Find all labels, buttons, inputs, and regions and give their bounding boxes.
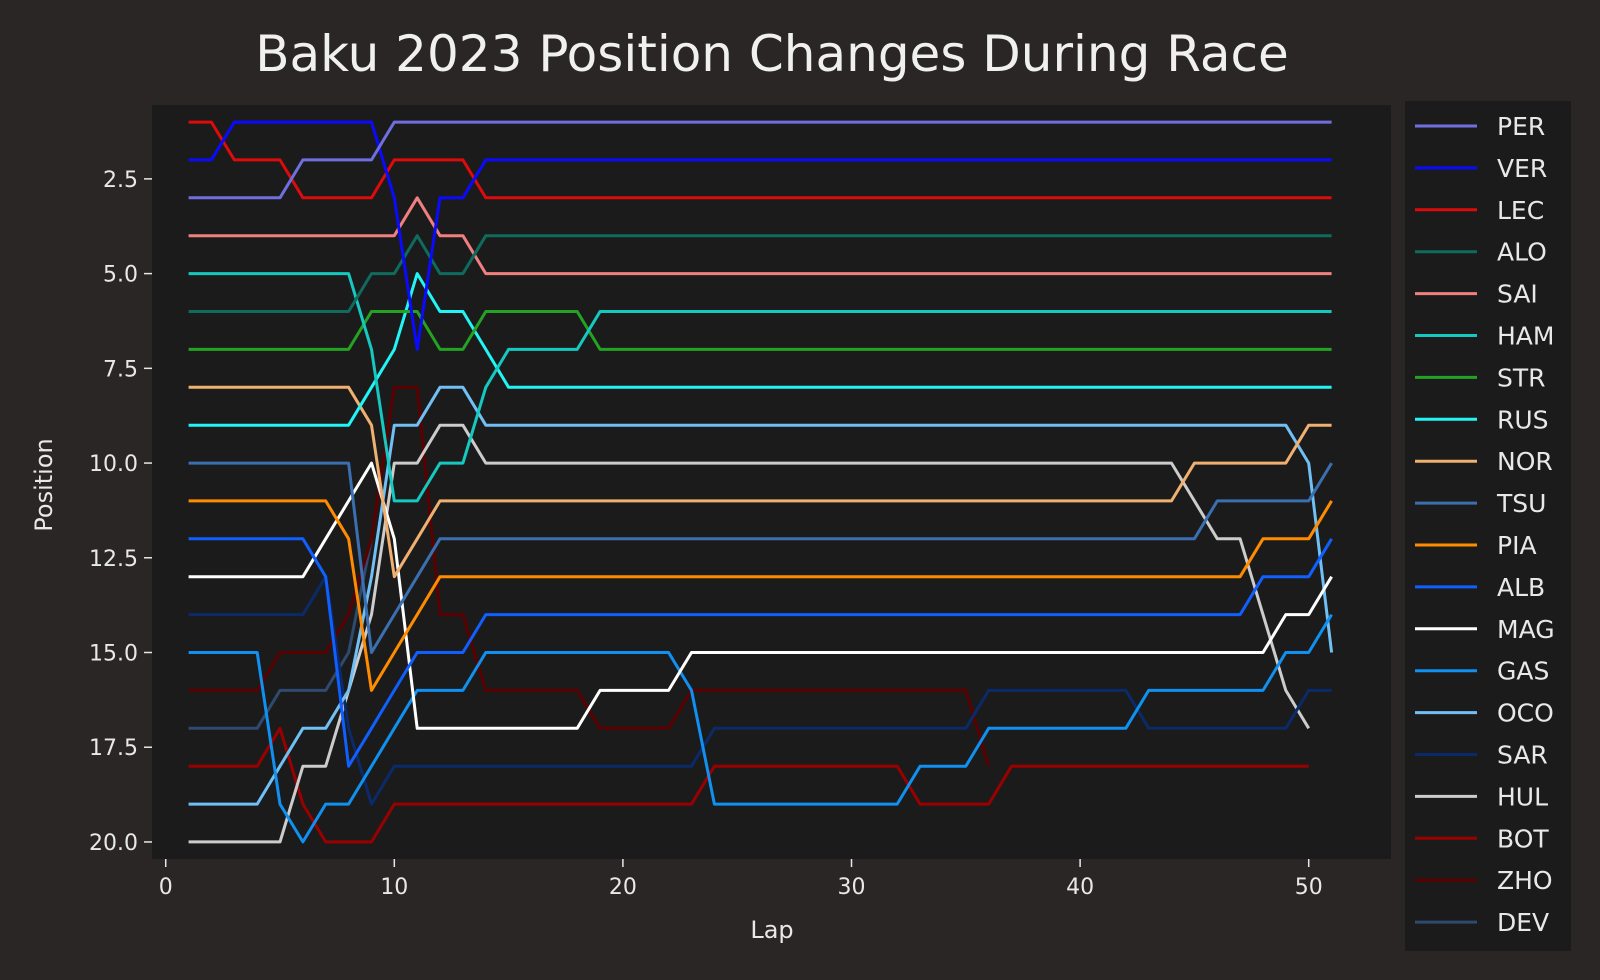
series-line-hul	[188, 423, 1310, 844]
x-axis-label: Lap	[750, 916, 793, 944]
series-line-sar	[188, 575, 1332, 806]
legend-label-tsu: TSU	[1496, 489, 1546, 518]
legend-label-rus: RUS	[1497, 405, 1549, 434]
legend-label-ver: VER	[1497, 154, 1547, 183]
y-tick-label: 7.5	[103, 357, 138, 382]
legend-label-mag: MAG	[1497, 615, 1555, 644]
x-tick-label: 10	[380, 875, 408, 900]
y-tick-label: 15.0	[89, 642, 138, 667]
series-line-str	[188, 310, 1332, 351]
y-tick-label: 5.0	[103, 263, 138, 288]
legend-box	[1405, 101, 1571, 951]
series-line-rus	[188, 272, 1332, 427]
legend-label-sar: SAR	[1497, 741, 1548, 770]
series-line-bot	[188, 726, 1309, 844]
y-tick-label: 10.0	[89, 452, 138, 477]
series-line-alo	[188, 234, 1332, 313]
legend-label-dev: DEV	[1497, 908, 1549, 937]
series-line-pia	[188, 499, 1333, 692]
series-line-per	[188, 120, 1332, 200]
legend-label-nor: NOR	[1497, 447, 1553, 476]
series-lines	[188, 120, 1334, 844]
legend-label-alo: ALO	[1497, 238, 1547, 267]
x-tick-label: 50	[1295, 875, 1323, 900]
y-tick-label: 2.5	[103, 168, 138, 193]
series-line-gas	[188, 613, 1333, 844]
series-line-alb	[188, 537, 1333, 768]
legend-label-alb: ALB	[1497, 573, 1545, 602]
y-tick-label: 12.5	[89, 547, 138, 572]
legend-label-ham: HAM	[1497, 322, 1554, 351]
x-tick-label: 30	[838, 875, 866, 900]
series-line-nor	[188, 385, 1332, 579]
legend: PER VER LEC ALO SAI HAM STR RUS NOR TSU PIA ALB MAG G…	[1405, 101, 1571, 951]
x-tick-label: 20	[609, 875, 637, 900]
legend-label-gas: GAS	[1497, 657, 1549, 686]
x-tick-label: 40	[1066, 875, 1094, 900]
y-axis-label: Position	[30, 438, 58, 531]
series-line-ham	[188, 272, 1332, 503]
legend-label-zho: ZHO	[1497, 866, 1553, 895]
legend-label-per: PER	[1497, 112, 1545, 141]
plot-area	[152, 105, 1391, 859]
chart-title: Baku 2023 Position Changes During Race	[255, 25, 1289, 83]
series-line-dev	[188, 538, 373, 730]
legend-label-oco: OCO	[1497, 699, 1554, 728]
legend-label-lec: LEC	[1497, 196, 1544, 225]
series-line-lec	[188, 120, 1332, 200]
series-line-sai	[188, 196, 1332, 276]
legend-label-bot: BOT	[1497, 824, 1549, 853]
series-line-tsu	[188, 461, 1333, 654]
series-line-oco	[188, 385, 1334, 806]
x-tick-label: 0	[159, 875, 173, 900]
y-tick-label: 17.5	[89, 736, 138, 761]
legend-label-sai: SAI	[1497, 280, 1538, 309]
legend-label-str: STR	[1497, 363, 1546, 392]
legend-label-hul: HUL	[1497, 782, 1548, 811]
series-line-mag	[188, 461, 1333, 730]
x-axis-ticks: 0 10 20 30 40 50	[159, 859, 1323, 900]
y-tick-label: 20.0	[89, 831, 138, 856]
y-axis-ticks: 2.5 5.0 7.5 10.0 12.5 15.0 17.5 20.0	[89, 168, 152, 856]
legend-label-pia: PIA	[1497, 531, 1537, 560]
